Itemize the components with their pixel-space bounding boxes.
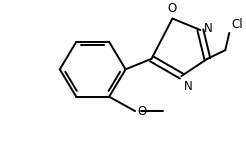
- Text: N: N: [184, 80, 192, 93]
- Text: O: O: [168, 2, 177, 15]
- Text: N: N: [204, 22, 213, 35]
- Text: O: O: [137, 105, 146, 118]
- Text: Cl: Cl: [231, 18, 243, 31]
